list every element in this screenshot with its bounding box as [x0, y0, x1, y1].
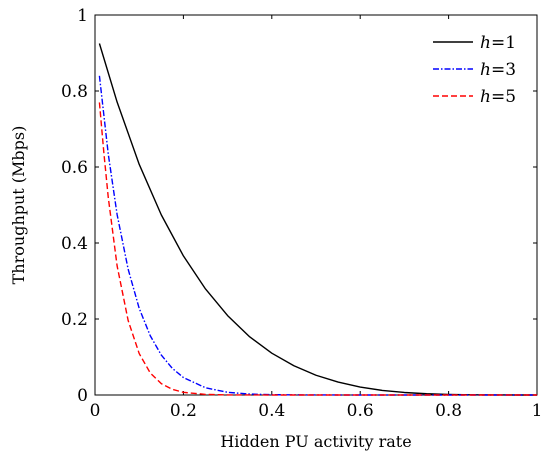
legend-label: h=5 — [480, 87, 516, 107]
series-line-h=5 — [98, 102, 537, 396]
legend-label-variable: h — [480, 87, 491, 107]
x-tick-label: 0 — [90, 401, 101, 421]
legend-label-value: =3 — [491, 60, 516, 80]
y-axis-title: Throughput (Mbps) — [9, 126, 28, 285]
plot-area-frame — [94, 14, 538, 396]
y-tick-label: 0.8 — [61, 82, 88, 102]
y-tick-label: 0.2 — [61, 310, 88, 330]
legend-label: h=3 — [480, 60, 516, 80]
legend: h=1h=3h=5 — [433, 33, 516, 107]
x-tick-label: 0.2 — [170, 401, 197, 421]
series-group — [98, 43, 538, 396]
legend-label: h=1 — [480, 33, 516, 53]
x-tick-label: 0.4 — [258, 401, 285, 421]
legend-label-variable: h — [480, 33, 491, 53]
legend-label-value: =5 — [491, 87, 516, 107]
x-tick-label: 0.6 — [347, 401, 374, 421]
legend-label-variable: h — [480, 60, 491, 80]
y-tick-label: 1 — [77, 6, 88, 26]
y-tick-label: 0.4 — [61, 234, 88, 254]
series-line-h=3 — [98, 75, 537, 396]
legend-label-value: =1 — [491, 33, 516, 53]
y-tick-label: 0.6 — [61, 158, 88, 178]
y-tick-label: 0 — [77, 386, 88, 406]
tick-group: 0 0.2 0.4 0.6 0.8 1 0 0.2 0.4 0.6 0.8 1 — [61, 6, 542, 421]
x-tick-label: 0.8 — [435, 401, 462, 421]
x-tick-label: 1 — [532, 401, 543, 421]
x-axis-title: Hidden PU activity rate — [220, 432, 411, 451]
